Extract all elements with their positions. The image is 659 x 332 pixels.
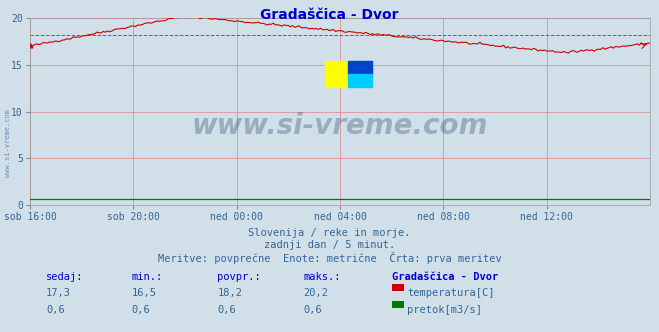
- Text: Gradaščica - Dvor: Gradaščica - Dvor: [392, 272, 498, 282]
- Text: 0,6: 0,6: [217, 305, 236, 315]
- Text: povpr.:: povpr.:: [217, 272, 261, 282]
- Text: 0,6: 0,6: [132, 305, 150, 315]
- Text: min.:: min.:: [132, 272, 163, 282]
- Text: 17,3: 17,3: [46, 288, 71, 298]
- Text: www.si-vreme.com: www.si-vreme.com: [5, 109, 11, 177]
- Text: zadnji dan / 5 minut.: zadnji dan / 5 minut.: [264, 240, 395, 250]
- Text: Slovenija / reke in morje.: Slovenija / reke in morje.: [248, 228, 411, 238]
- Text: maks.:: maks.:: [303, 272, 341, 282]
- Text: Meritve: povprečne  Enote: metrične  Črta: prva meritev: Meritve: povprečne Enote: metrične Črta:…: [158, 252, 501, 264]
- Text: 0,6: 0,6: [46, 305, 65, 315]
- Text: sedaj:: sedaj:: [46, 272, 84, 282]
- Bar: [348, 74, 372, 87]
- Bar: [324, 61, 348, 87]
- Text: www.si-vreme.com: www.si-vreme.com: [192, 113, 488, 140]
- Text: Gradaščica - Dvor: Gradaščica - Dvor: [260, 8, 399, 22]
- Bar: [348, 61, 372, 74]
- Text: 16,5: 16,5: [132, 288, 157, 298]
- Text: 18,2: 18,2: [217, 288, 243, 298]
- Text: pretok[m3/s]: pretok[m3/s]: [407, 305, 482, 315]
- Text: temperatura[C]: temperatura[C]: [407, 288, 495, 298]
- Text: 20,2: 20,2: [303, 288, 328, 298]
- Text: 0,6: 0,6: [303, 305, 322, 315]
